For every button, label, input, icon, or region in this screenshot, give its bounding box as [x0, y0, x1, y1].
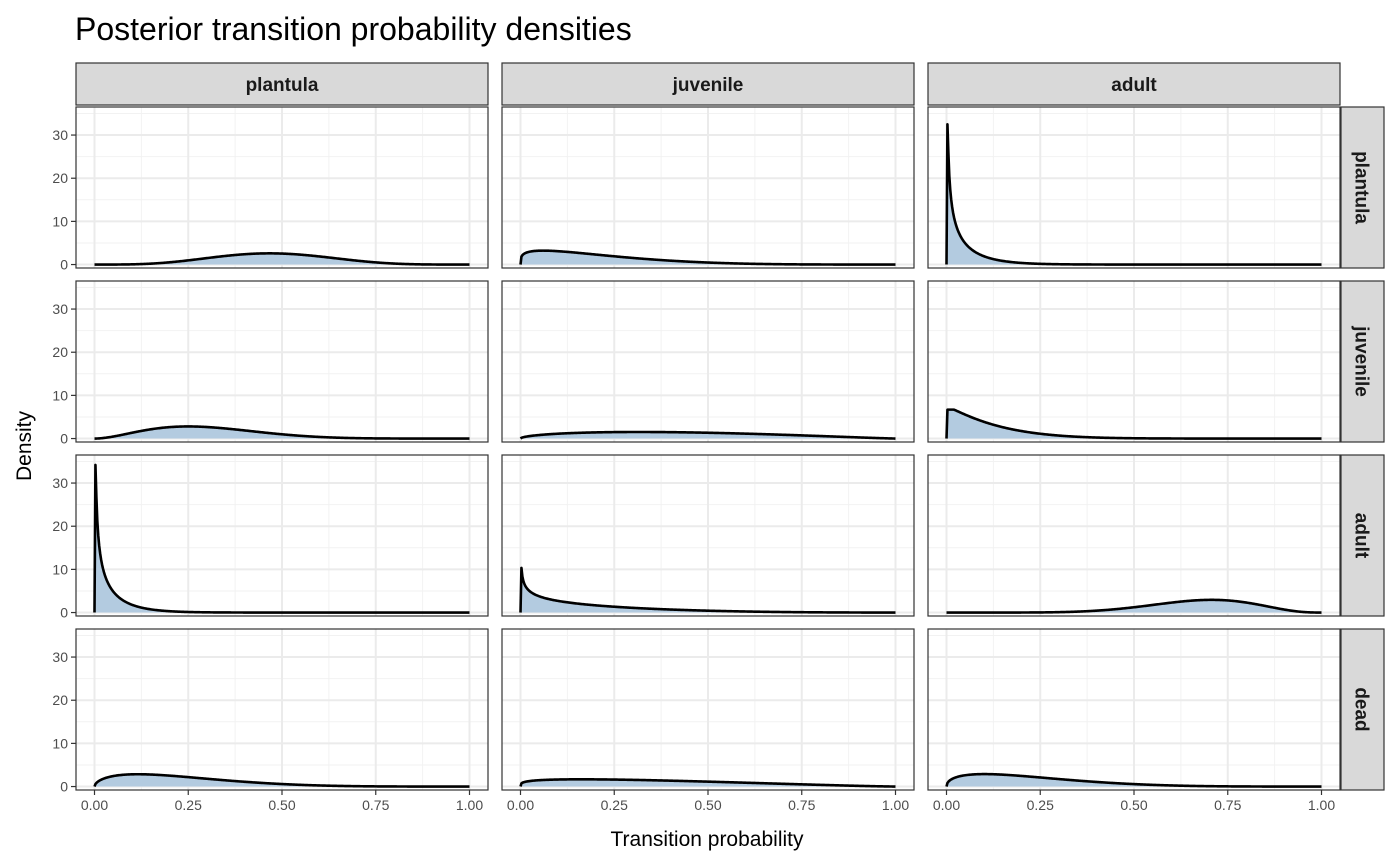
panel-border	[927, 280, 1341, 443]
row-strip-label-dead: dead	[1351, 687, 1372, 731]
x-tick-label: 0.50	[694, 797, 721, 813]
panel-plantula-juvenile	[501, 106, 915, 269]
panel-border	[927, 106, 1341, 269]
density-line	[94, 425, 470, 440]
row-strip-adult	[1340, 454, 1385, 617]
y-tick-label: 30	[52, 301, 68, 317]
x-tick-label: 0.00	[507, 797, 534, 813]
y-tick-label: 0	[60, 431, 68, 447]
panel-adult-adult	[927, 454, 1341, 617]
panel-border	[501, 280, 915, 443]
panel-border	[75, 106, 489, 269]
column-strip-plantula	[75, 62, 489, 106]
y-tick-label: 20	[52, 170, 68, 186]
row-strip-label-juvenile: juvenile	[1351, 325, 1372, 397]
x-tick-label: 0.50	[1120, 797, 1147, 813]
y-tick-label: 10	[52, 735, 68, 751]
panel-border	[75, 454, 489, 617]
y-tick-label: 10	[52, 561, 68, 577]
x-tick-label: 0.75	[1214, 797, 1241, 813]
x-tick-label: 0.25	[175, 797, 202, 813]
y-tick-label: 0	[60, 605, 68, 621]
row-strip-plantula	[1340, 106, 1385, 269]
x-tick-label: 0.25	[1027, 797, 1054, 813]
x-tick-label: 0.50	[268, 797, 295, 813]
row-strip-label-adult: adult	[1351, 513, 1372, 559]
panel-border	[501, 106, 915, 269]
panel-dead-adult	[927, 628, 1341, 791]
density-line	[519, 778, 896, 788]
panel-border	[501, 454, 915, 617]
x-tick-label: 0.75	[362, 797, 389, 813]
panel-border	[75, 280, 489, 443]
y-tick-label: 0	[60, 779, 68, 795]
column-strip-adult	[927, 62, 1341, 106]
y-tick-label: 20	[52, 518, 68, 534]
density-line	[93, 463, 470, 614]
density-area	[520, 431, 896, 439]
panel-adult-juvenile	[501, 454, 915, 617]
density-line	[519, 566, 896, 614]
x-axis-title: Transition probability	[611, 828, 804, 851]
y-tick-label: 30	[52, 127, 68, 143]
density-area	[946, 599, 1322, 613]
density-line	[94, 252, 470, 266]
x-tick-label: 0.00	[933, 797, 960, 813]
row-strip-dead	[1340, 628, 1385, 791]
panel-plantula-adult	[927, 106, 1341, 269]
panel-juvenile-plantula	[75, 280, 489, 443]
density-line	[519, 430, 896, 440]
panels-group: plantula juvenile adult plantula juvenile adu…	[52, 62, 1385, 813]
density-line	[946, 598, 1322, 614]
column-strip-label-adult: adult	[1111, 75, 1157, 96]
density-line	[945, 408, 1322, 440]
y-tick-label: 0	[60, 257, 68, 273]
y-tick-label: 10	[52, 387, 68, 403]
density-line	[945, 122, 1322, 266]
chart-title: Posterior transition probability densiti…	[75, 11, 632, 47]
density-area	[520, 250, 896, 265]
column-strip-label-juvenile: juvenile	[672, 75, 744, 96]
density-area	[94, 426, 470, 439]
panel-plantula-plantula	[75, 106, 489, 269]
panel-juvenile-adult	[927, 280, 1341, 443]
density-line	[519, 249, 896, 266]
panel-juvenile-juvenile	[501, 280, 915, 443]
y-tick-label: 10	[52, 213, 68, 229]
panel-dead-plantula	[75, 628, 489, 791]
x-tick-label: 0.75	[788, 797, 815, 813]
x-tick-label: 1.00	[882, 797, 909, 813]
x-tick-label: 1.00	[456, 797, 483, 813]
density-line	[93, 772, 470, 788]
y-tick-label: 20	[52, 692, 68, 708]
row-strip-juvenile	[1340, 280, 1385, 443]
density-area	[520, 567, 896, 613]
density-line	[945, 772, 1322, 788]
panel-dead-juvenile	[501, 628, 915, 791]
density-area	[94, 253, 470, 265]
y-tick-label: 30	[52, 649, 68, 665]
panel-border	[927, 454, 1341, 617]
panel-adult-plantula	[75, 454, 489, 617]
column-strip-label-plantula: plantula	[246, 75, 319, 96]
density-area	[946, 774, 1322, 787]
column-strip-juvenile	[501, 62, 915, 106]
x-tick-label: 0.00	[81, 797, 108, 813]
density-area	[946, 409, 1322, 439]
x-tick-label: 0.25	[601, 797, 628, 813]
row-strip-label-plantula: plantula	[1351, 151, 1372, 224]
y-tick-label: 30	[52, 475, 68, 491]
y-axis-title: Density	[13, 410, 36, 481]
y-tick-label: 20	[52, 344, 68, 360]
x-tick-label: 1.00	[1308, 797, 1335, 813]
